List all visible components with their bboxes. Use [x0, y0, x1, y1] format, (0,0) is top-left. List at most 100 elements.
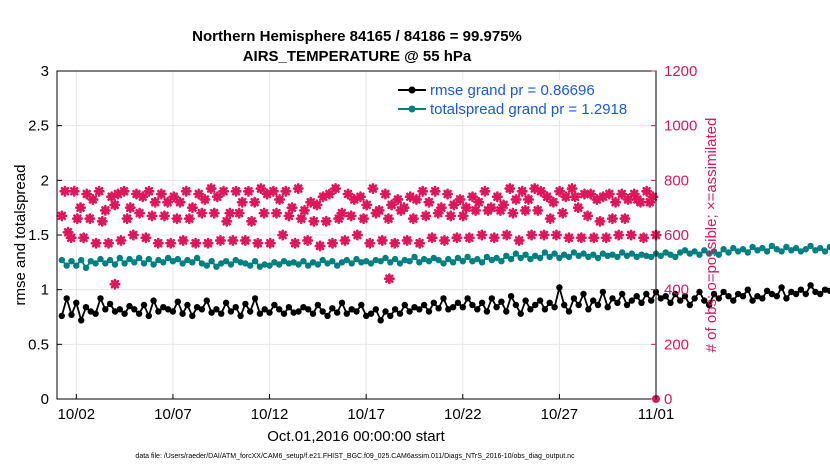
obs-point — [426, 232, 438, 244]
rmse-point — [266, 309, 273, 316]
rmse-point — [343, 310, 350, 317]
obs-point — [386, 199, 398, 211]
rmse-point — [565, 308, 573, 315]
totalspread-point — [517, 254, 524, 262]
rmse-line — [60, 283, 830, 324]
obs-point — [613, 229, 625, 241]
rmse-point — [232, 304, 239, 311]
obs-point — [252, 237, 264, 249]
obs-point — [137, 191, 149, 203]
rmse-point — [256, 310, 264, 317]
obs-point — [479, 185, 491, 197]
rmse-point — [213, 306, 220, 313]
obs-point — [68, 185, 80, 197]
obs-point — [109, 199, 121, 211]
obs-point — [376, 234, 388, 246]
y-tick-label: 0.5 — [28, 336, 49, 353]
totalspread-point — [459, 258, 466, 265]
obs-point — [339, 234, 351, 246]
obs-point — [529, 183, 541, 195]
totalspread-point — [290, 259, 297, 266]
obs-point — [485, 202, 497, 214]
totalspread-point — [232, 256, 239, 264]
rmse-point — [710, 290, 718, 298]
y-axis-right-ticks: 0 200 400 600 800 1000 1200 — [651, 63, 697, 408]
rmse-point — [237, 312, 244, 320]
obs-point — [494, 204, 506, 216]
obs-point — [550, 229, 562, 241]
totalspread-point — [628, 250, 635, 257]
rmse-point — [406, 308, 413, 315]
totalspread-point — [348, 260, 355, 267]
obs-point — [295, 213, 307, 225]
totalspread-point — [512, 250, 520, 257]
rmse-point — [628, 297, 635, 304]
obs-point — [199, 193, 211, 205]
rmse-point — [715, 295, 722, 302]
obs-point — [473, 196, 485, 208]
rmse-point — [58, 312, 65, 320]
obs-point — [326, 237, 338, 249]
obs-point — [594, 215, 606, 227]
rmse-point — [807, 282, 814, 289]
rmse-point — [416, 306, 423, 313]
rmse-point — [285, 304, 293, 311]
totalspread-point — [580, 250, 587, 257]
x-tick-label: 10/17 — [347, 406, 385, 423]
rmse-point — [251, 295, 259, 302]
rmse-point — [271, 301, 278, 309]
footnote: data file: /Users/raeder/DAI/ATM_forcXX/… — [135, 453, 575, 460]
rmse-point — [778, 284, 785, 291]
obs-point — [158, 210, 170, 222]
obs-point — [407, 213, 419, 225]
obs-point — [239, 234, 251, 246]
obs-point — [289, 237, 301, 249]
totalspread-point — [691, 248, 698, 255]
rmse-point — [174, 298, 181, 305]
totalspread-point — [242, 260, 249, 267]
totalspread-point — [184, 256, 191, 264]
totalspread-point — [203, 262, 210, 269]
totalspread-point — [749, 243, 756, 251]
obs-point — [255, 183, 267, 195]
legend-box — [393, 80, 653, 120]
rmse-point — [527, 306, 534, 313]
y-right-tick-label: 400 — [664, 282, 689, 299]
y-right-tick-label: 1200 — [664, 63, 697, 80]
y-tick-label: 1.5 — [28, 227, 49, 244]
y-right-tick-label: 0 — [664, 391, 672, 408]
totalspread-point — [445, 255, 452, 263]
totalspread-point — [218, 260, 225, 267]
totalspread-point — [97, 255, 104, 263]
totalspread-point — [372, 256, 379, 264]
totalspread-point — [155, 256, 162, 264]
rmse-point — [242, 300, 249, 308]
obs-point — [174, 196, 186, 208]
totalspread-point — [532, 252, 539, 259]
totalspread-point — [276, 261, 283, 268]
totalspread-point — [135, 254, 143, 262]
totalspread-point — [227, 261, 235, 268]
rmse-point — [295, 308, 302, 315]
rmse-point — [643, 290, 650, 298]
rmse-point — [821, 286, 829, 293]
rmse-point — [623, 301, 631, 309]
totalspread-point — [329, 258, 336, 265]
x-tick-label: 10/12 — [251, 406, 289, 423]
totalspread-point — [643, 252, 650, 259]
obs-point — [152, 237, 164, 249]
totalspread-point — [541, 249, 549, 256]
obs-point — [224, 207, 236, 219]
rmse-point — [594, 301, 602, 309]
totalspread-point — [614, 253, 621, 261]
rmse-point — [464, 295, 471, 302]
rmse-point — [575, 301, 582, 309]
totalspread-point — [677, 249, 684, 256]
rmse-point — [63, 295, 70, 302]
totalspread-point — [662, 249, 669, 256]
y-tick-label: 2 — [41, 172, 49, 189]
totalspread-point — [734, 248, 742, 255]
obs-point — [218, 185, 230, 197]
rmse-point — [783, 295, 790, 302]
rmse-point — [474, 306, 481, 313]
